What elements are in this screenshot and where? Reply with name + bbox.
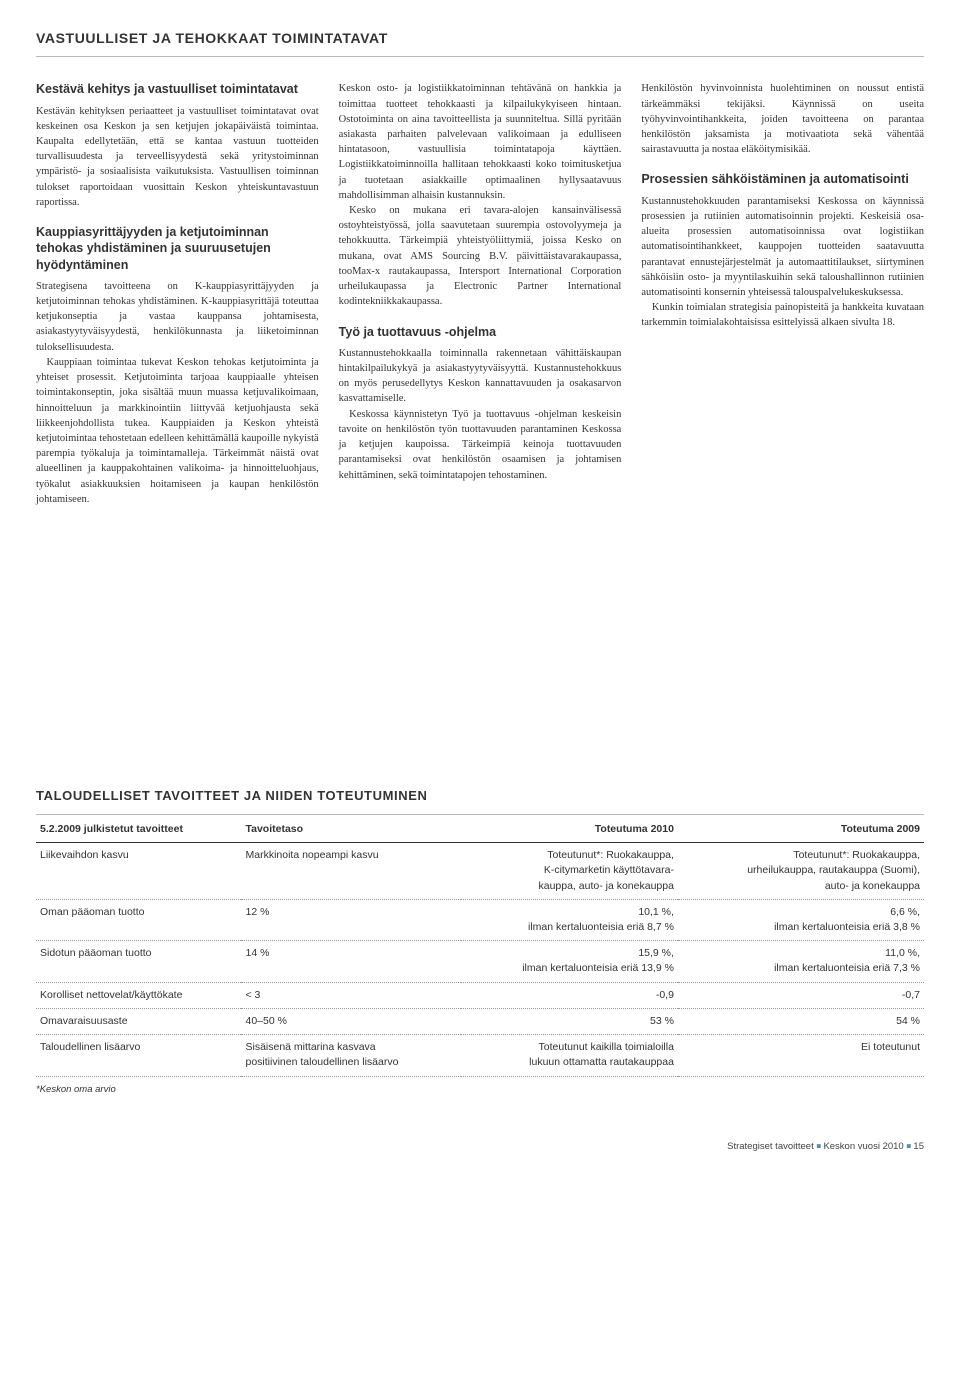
vertical-spacer bbox=[36, 507, 924, 787]
table-cell: 15,9 %, ilman kertaluonteisia eriä 13,9 … bbox=[461, 941, 678, 982]
table-cell: 53 % bbox=[461, 1008, 678, 1034]
th-2009: Toteutuma 2009 bbox=[678, 817, 924, 843]
col2-para-1: Keskon osto- ja logistiikkatoiminnan teh… bbox=[339, 81, 622, 203]
footer-doc: Keskon vuosi 2010 bbox=[823, 1141, 903, 1152]
table-footnote: *Keskon oma arvio bbox=[36, 1083, 924, 1097]
table-cell: 6,6 %, ilman kertaluonteisia eriä 3,8 % bbox=[678, 899, 924, 940]
table-row: Taloudellinen lisäarvoSisäisenä mittarin… bbox=[36, 1035, 924, 1076]
table-cell: 40–50 % bbox=[241, 1008, 460, 1034]
table-cell: 12 % bbox=[241, 899, 460, 940]
table-row: Liikevaihdon kasvuMarkkinoita nopeampi k… bbox=[36, 843, 924, 900]
table-cell: Ei toteutunut bbox=[678, 1035, 924, 1076]
col1-heading-2: Kauppiasyrittäjyyden ja ketjutoiminnan t… bbox=[36, 224, 319, 273]
table-cell: 10,1 %, ilman kertaluonteisia eriä 8,7 % bbox=[461, 899, 678, 940]
table-cell: Korolliset nettovelat/käyttökate bbox=[36, 982, 241, 1008]
col2-para-4: Keskossa käynnistetyn Työ ja tuottavuus … bbox=[339, 407, 622, 483]
col3-para-1: Henkilöstön hyvinvoinnista huolehtiminen… bbox=[641, 81, 924, 157]
page-footer: Strategiset tavoitteet ■ Keskon vuosi 20… bbox=[36, 1140, 924, 1154]
col1-para-1: Kestävän kehityksen periaatteet ja vastu… bbox=[36, 104, 319, 211]
page-title: VASTUULLISET JA TEHOKKAAT TOIMINTATAVAT bbox=[36, 28, 924, 57]
table-cell: Toteutunut*: Ruokakauppa, K-citymarketin… bbox=[461, 843, 678, 900]
table-cell: Toteutunut kaikilla toimialoilla lukuun … bbox=[461, 1035, 678, 1076]
article-columns: Kestävä kehitys ja vastuulliset toiminta… bbox=[36, 81, 924, 507]
column-1: Kestävä kehitys ja vastuulliset toiminta… bbox=[36, 81, 319, 507]
table-cell: Markkinoita nopeampi kasvu bbox=[241, 843, 460, 900]
table-cell: Liikevaihdon kasvu bbox=[36, 843, 241, 900]
col1-heading-1: Kestävä kehitys ja vastuulliset toiminta… bbox=[36, 81, 319, 97]
table-cell: Omavaraisuusaste bbox=[36, 1008, 241, 1034]
col1-para-3: Kauppiaan toimintaa tukevat Keskon tehok… bbox=[36, 355, 319, 507]
table-cell: Sisäisenä mittarina kasvava positiivinen… bbox=[241, 1035, 460, 1076]
table-title: TALOUDELLISET TAVOITTEET JA NIIDEN TOTEU… bbox=[36, 787, 924, 815]
col2-heading-1: Työ ja tuottavuus -ohjelma bbox=[339, 324, 622, 340]
col3-para-2: Kustannustehokkuuden parantamiseksi Kesk… bbox=[641, 194, 924, 301]
table-cell: Toteutunut*: Ruokakauppa, urheilukauppa,… bbox=[678, 843, 924, 900]
column-2: Keskon osto- ja logistiikkatoiminnan teh… bbox=[339, 81, 622, 507]
financial-targets-table: 5.2.2009 julkistetut tavoitteet Tavoitet… bbox=[36, 817, 924, 1077]
table-cell: -0,7 bbox=[678, 982, 924, 1008]
table-cell: 54 % bbox=[678, 1008, 924, 1034]
table-cell: Sidotun pääoman tuotto bbox=[36, 941, 241, 982]
table-row: Sidotun pääoman tuotto14 %15,9 %, ilman … bbox=[36, 941, 924, 982]
footer-section: Strategiset tavoitteet bbox=[727, 1141, 814, 1152]
table-header-row: 5.2.2009 julkistetut tavoitteet Tavoitet… bbox=[36, 817, 924, 843]
table-cell: Oman pääoman tuotto bbox=[36, 899, 241, 940]
column-3: Henkilöstön hyvinvoinnista huolehtiminen… bbox=[641, 81, 924, 507]
footer-page: 15 bbox=[913, 1141, 924, 1152]
col3-para-3: Kunkin toimialan strategisia painopistei… bbox=[641, 300, 924, 330]
table-cell: 11,0 %, ilman kertaluonteisia eriä 7,3 % bbox=[678, 941, 924, 982]
table-row: Oman pääoman tuotto12 %10,1 %, ilman ker… bbox=[36, 899, 924, 940]
col2-para-2: Kesko on mukana eri tavara-alojen kansai… bbox=[339, 203, 622, 310]
col1-para-2: Strategisena tavoitteena on K-kauppiasyr… bbox=[36, 279, 319, 355]
table-cell: 14 % bbox=[241, 941, 460, 982]
table-row: Omavaraisuusaste40–50 %53 %54 % bbox=[36, 1008, 924, 1034]
table-cell: Taloudellinen lisäarvo bbox=[36, 1035, 241, 1076]
col3-heading-1: Prosessien sähköistäminen ja automatisoi… bbox=[641, 171, 924, 187]
table-cell: -0,9 bbox=[461, 982, 678, 1008]
col2-para-3: Kustannustehokkaalla toiminnalla rakenne… bbox=[339, 346, 622, 407]
th-targets: 5.2.2009 julkistetut tavoitteet bbox=[36, 817, 241, 843]
table-cell: < 3 bbox=[241, 982, 460, 1008]
th-2010: Toteutuma 2010 bbox=[461, 817, 678, 843]
table-row: Korolliset nettovelat/käyttökate< 3-0,9-… bbox=[36, 982, 924, 1008]
th-level: Tavoitetaso bbox=[241, 817, 460, 843]
